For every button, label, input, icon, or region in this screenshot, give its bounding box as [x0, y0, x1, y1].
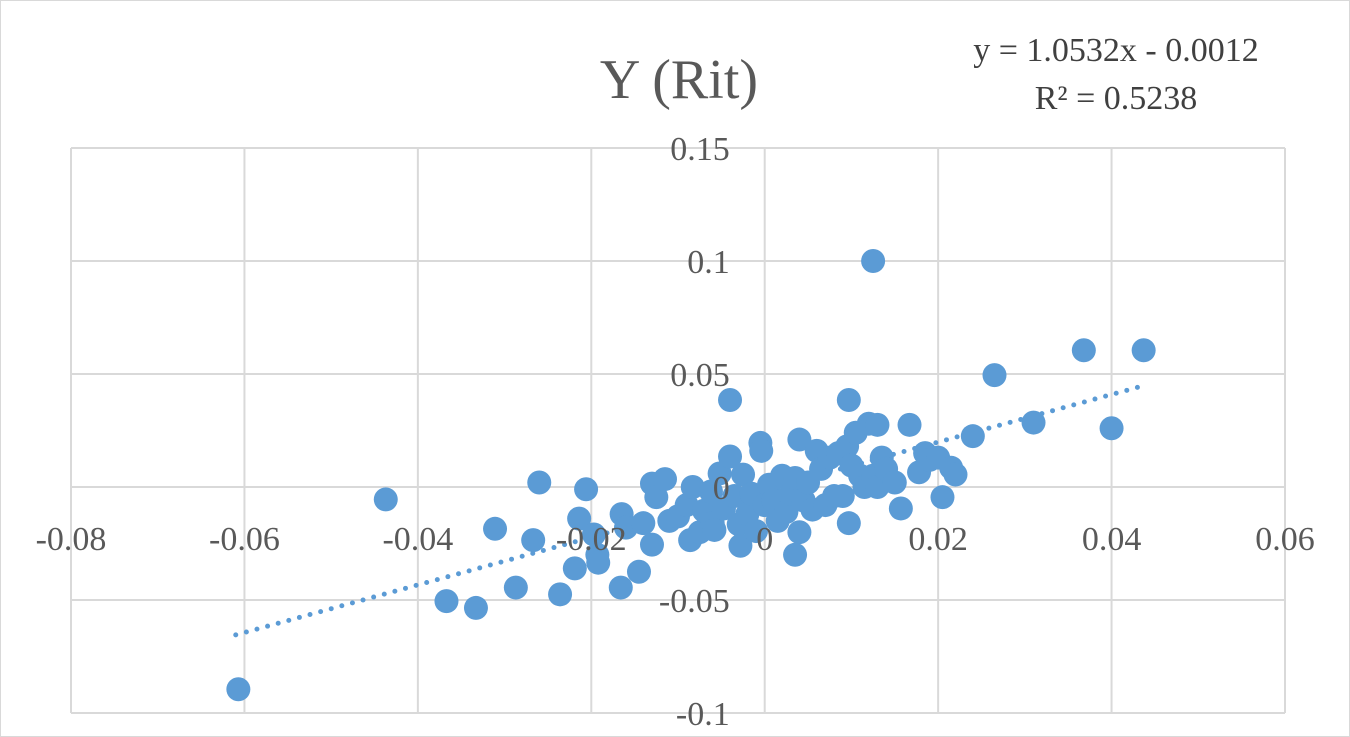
- data-points: [226, 249, 1156, 702]
- x-tick-label: -0.08: [36, 521, 107, 558]
- data-point: [503, 575, 528, 600]
- tick-labels: -0.08 -0.06 -0.04 -0.02 0 0.02 0.04 0.06 -0.1 -0.…: [36, 131, 1315, 733]
- data-point: [626, 559, 651, 584]
- data-point: [548, 582, 573, 607]
- data-point: [680, 475, 705, 499]
- data-point: [787, 427, 812, 452]
- trendline-r-squared: R² = 0.5238: [1035, 80, 1198, 117]
- x-tick-label: -0.02: [556, 521, 627, 558]
- data-point: [521, 528, 546, 553]
- data-point: [774, 499, 799, 524]
- data-point: [718, 387, 743, 412]
- data-point: [783, 542, 808, 567]
- data-point: [652, 467, 677, 492]
- data-point: [888, 496, 913, 521]
- data-point: [562, 556, 587, 581]
- axes: [71, 148, 1285, 713]
- data-point: [1071, 338, 1096, 363]
- data-point: [836, 387, 861, 412]
- trendline-equation: y = 1.0532x - 0.0012: [973, 32, 1259, 69]
- data-point: [574, 477, 599, 502]
- y-tick-label: 0: [713, 470, 730, 507]
- x-tick-label: 0.02: [908, 521, 968, 558]
- data-point: [731, 462, 756, 487]
- data-point: [1099, 416, 1124, 441]
- data-point: [836, 511, 861, 536]
- data-point: [1131, 338, 1156, 363]
- data-point: [718, 444, 743, 469]
- data-point: [1021, 410, 1046, 435]
- data-point: [567, 506, 592, 531]
- data-point: [581, 522, 606, 547]
- data-point: [639, 532, 664, 557]
- data-point: [527, 470, 552, 495]
- data-point: [373, 487, 398, 512]
- data-point: [744, 519, 769, 544]
- data-point: [830, 484, 855, 509]
- data-point: [483, 516, 508, 541]
- data-point: [897, 412, 922, 437]
- data-point: [865, 412, 890, 437]
- data-point: [434, 589, 459, 614]
- x-tick-label: 0.06: [1255, 521, 1315, 558]
- y-tick-label: -0.1: [676, 696, 730, 733]
- data-point: [463, 595, 488, 620]
- trendline-path: [233, 383, 1145, 638]
- chart-title: Y (Rit): [600, 49, 758, 111]
- data-point: [787, 520, 812, 545]
- data-point: [608, 575, 633, 600]
- data-point: [586, 550, 611, 575]
- data-point: [644, 485, 669, 510]
- data-point: [702, 517, 727, 542]
- data-point: [749, 438, 774, 463]
- data-point: [960, 424, 985, 449]
- x-tick-label: 0: [756, 521, 773, 558]
- data-point: [728, 533, 753, 558]
- y-tick-label: 0.15: [670, 131, 730, 168]
- trendline: [233, 383, 1145, 638]
- data-point: [930, 485, 955, 510]
- x-tick-label: -0.04: [382, 521, 453, 558]
- data-point: [698, 479, 723, 504]
- y-tick-label: -0.05: [659, 583, 730, 620]
- x-tick-label: 0.04: [1082, 521, 1142, 558]
- data-point: [882, 470, 907, 495]
- data-point: [226, 677, 251, 702]
- data-point: [982, 363, 1007, 388]
- y-tick-label: 0.05: [670, 357, 730, 394]
- data-point: [943, 462, 968, 487]
- data-point: [631, 511, 656, 536]
- y-tick-label: 0.1: [687, 244, 730, 281]
- x-tick-label: -0.06: [209, 521, 280, 558]
- data-point: [861, 249, 886, 273]
